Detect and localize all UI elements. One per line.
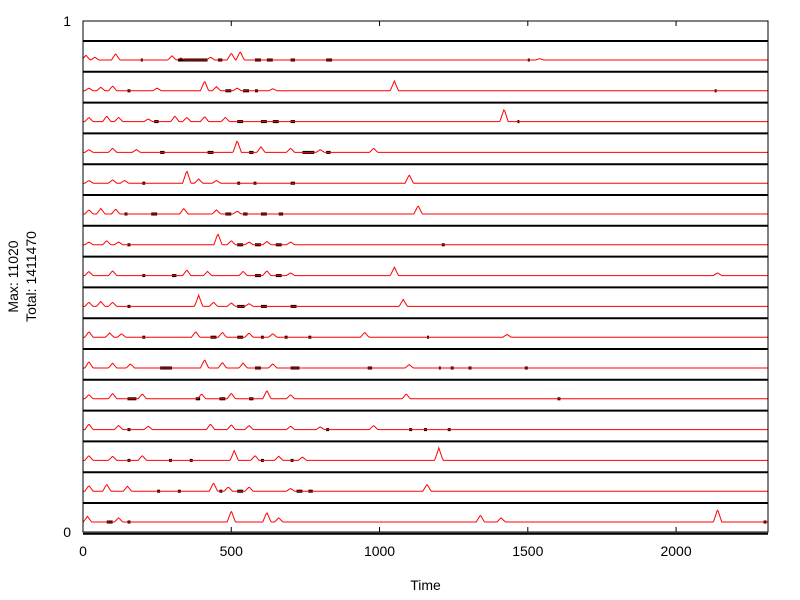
series-line [83, 359, 768, 369]
row-16 [82, 502, 768, 524]
row-8 [83, 255, 768, 278]
row-3 [83, 101, 768, 124]
row-2 [83, 70, 768, 93]
row-1 [82, 40, 768, 62]
row-9 [83, 286, 768, 308]
x-tick-label: 1000 [364, 543, 395, 559]
y-axis-label-max: Max: 11020 [5, 240, 21, 312]
row-7 [83, 224, 768, 247]
row-10 [83, 317, 768, 339]
row-13 [83, 409, 768, 432]
series-line [83, 390, 768, 400]
plot-frame [82, 20, 769, 533]
series-line [83, 170, 768, 184]
series-line [82, 509, 768, 523]
row-6 [83, 194, 768, 216]
row-5 [83, 163, 768, 185]
series-line [83, 266, 768, 277]
y-tick-label: 1 [63, 13, 71, 29]
x-tick-label: 1500 [512, 543, 543, 559]
row-12 [83, 378, 768, 401]
series-line [83, 423, 768, 431]
series-line [83, 482, 768, 492]
series-line [83, 79, 768, 92]
series-line [83, 140, 768, 153]
row-15 [83, 471, 768, 493]
series-line [83, 293, 768, 307]
row-11 [83, 348, 768, 370]
series-line [83, 331, 768, 338]
y-axis-label-total: Total: 1411470 [23, 231, 39, 322]
series-line [83, 233, 768, 246]
x-tick-label: 0 [79, 543, 87, 559]
series-line [83, 446, 768, 461]
x-tick-label: 2000 [660, 543, 691, 559]
series-line [82, 51, 768, 61]
x-tick-label: 500 [220, 543, 244, 559]
row-4 [83, 132, 768, 154]
series-line [83, 205, 768, 215]
rows-layer [82, 40, 768, 535]
y-tick-label: 0 [63, 524, 71, 540]
row-14 [83, 440, 768, 462]
x-axis-label: Time [410, 577, 441, 593]
ticks-layer: 0 500 1000 1500 2000 0 1 [63, 13, 692, 559]
series-line [83, 108, 768, 123]
